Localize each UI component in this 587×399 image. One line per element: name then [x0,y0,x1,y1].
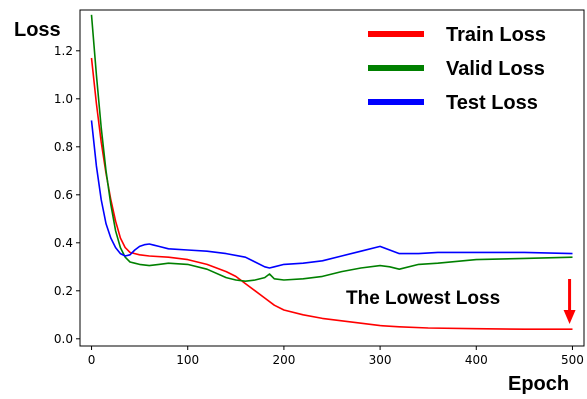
x-tick-label: 400 [465,353,488,367]
legend: Train Loss Valid Loss Test Loss [368,24,546,114]
x-tick-label: 300 [369,353,392,367]
y-tick-label: 0.0 [54,332,73,346]
x-tick-label: 200 [272,353,295,367]
valid-loss-line [90,14,573,282]
x-axis-title: Epoch [508,373,569,395]
plot-frame [79,9,585,347]
y-tick-label: 0.2 [54,284,73,298]
series-layer [90,14,573,330]
valid-loss-legend-label: Valid Loss [446,58,545,80]
x-tick-label: 0 [88,353,96,367]
y-tick-label: 1.2 [54,44,73,58]
y-tick-label: 0.4 [54,236,73,250]
train-loss-line [90,57,573,330]
y-tick-label: 1.0 [54,92,73,106]
annotation-label: The Lowest Loss [346,288,500,309]
annotation: The Lowest Loss [346,279,576,324]
axes: 0 100 200 300 400 500 0.0 0.2 0.4 0.6 0.8 1.0 1.2 [54,9,585,367]
train-loss-legend-label: Train Loss [446,24,546,46]
y-tick-label: 0.8 [54,140,73,154]
x-tick-label: 100 [176,353,199,367]
y-tick-label: 0.6 [54,188,73,202]
x-tick-label: 500 [561,353,584,367]
test-loss-line [90,120,573,269]
y-axis-title: Loss [14,19,61,41]
test-loss-legend-label: Test Loss [446,92,538,114]
annotation-arrow-head [563,310,576,324]
